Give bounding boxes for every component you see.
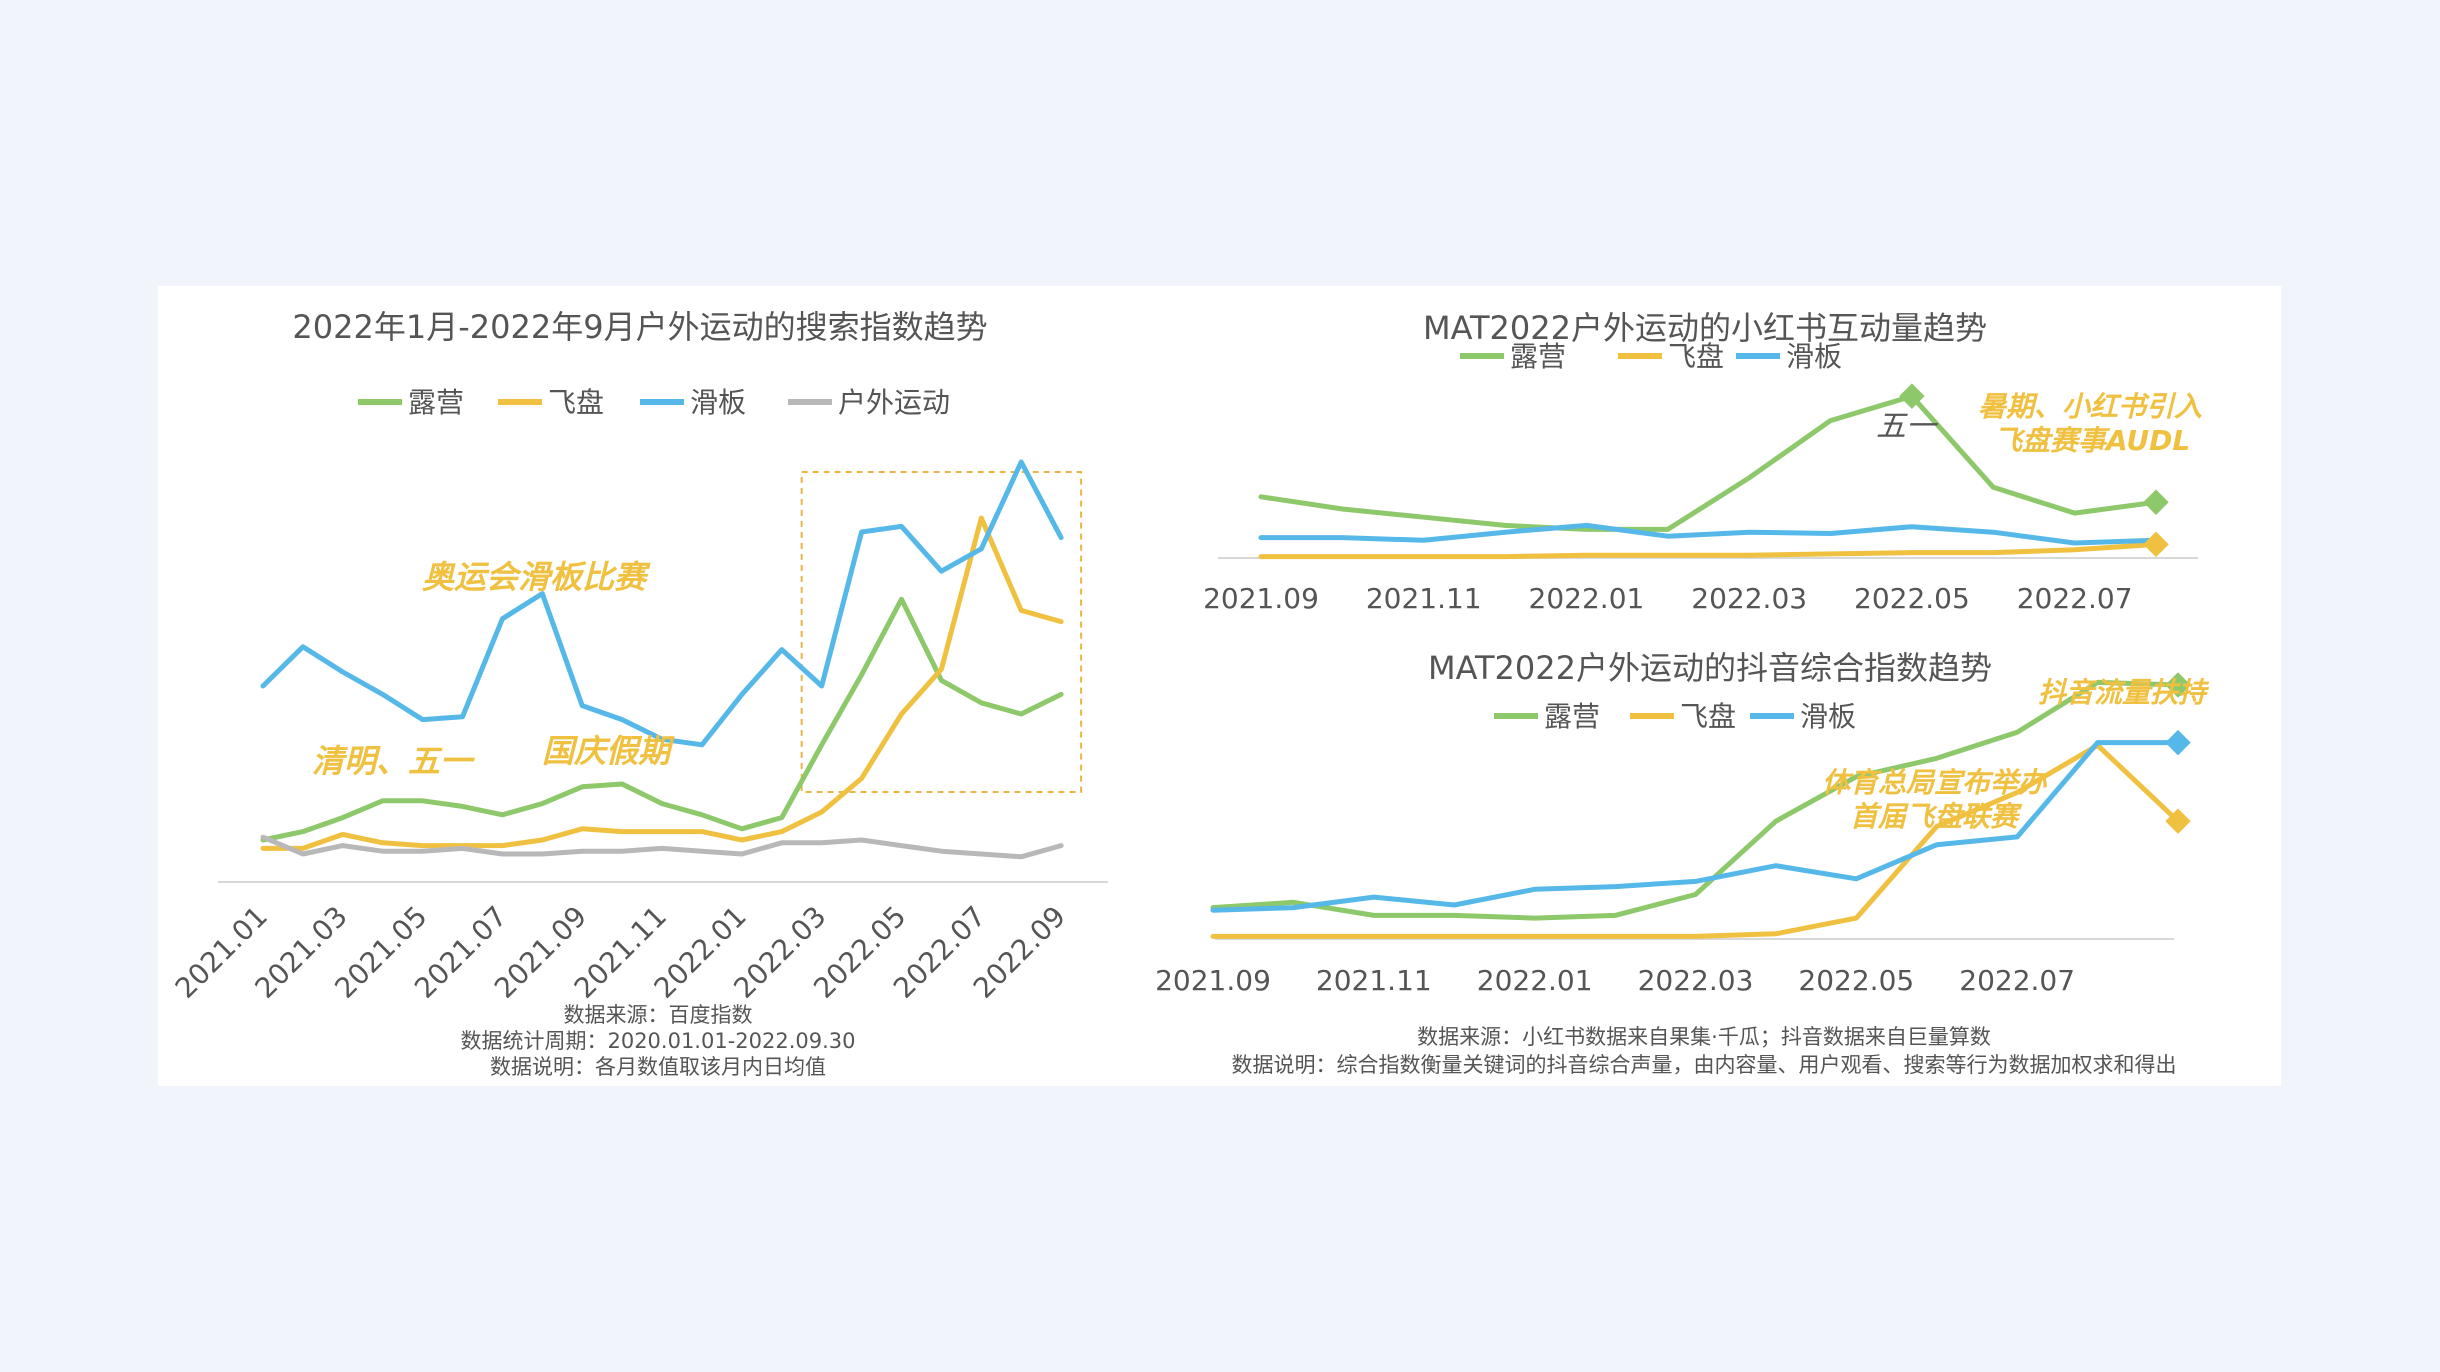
chart2-tick-label: 2022.05 [1854, 582, 1970, 615]
chart1-legend-label-1: 飞盘 [548, 386, 604, 419]
chart3-tick-label: 2022.01 [1477, 964, 1593, 997]
chart1-legend-label-0: 露营 [408, 386, 464, 419]
chart3-legend-label-0: 露营 [1544, 700, 1600, 733]
chart1-title: 2022年1月-2022年9月户外运动的搜索指数趋势 [292, 308, 987, 346]
chart1-footnote-source: 数据来源：百度指数 [564, 1003, 753, 1027]
chart3-legend: 露营 飞盘 滑板 [1494, 700, 1856, 733]
chart2-tick-label: 2022.07 [2017, 582, 2133, 615]
chart3-annotation-douyin: 抖音流量扶持 [2038, 676, 2210, 709]
chart2-end-marker-1 [2143, 531, 2169, 558]
chart2-series-line-2 [1258, 522, 2159, 546]
chart2-annotation-summer-1: 暑期、小红书引入 [1978, 390, 2202, 423]
chart3-title: MAT2022户外运动的抖音综合指数趋势 [1428, 649, 1992, 687]
chart2-annotation-wuyi: 五一 [1876, 409, 1939, 444]
chart1-legend-label-2: 滑板 [690, 386, 746, 419]
chart1-annotation-olympics: 奥运会滑板比赛 [422, 558, 651, 596]
chart1-legend: 露营 飞盘 滑板 户外运动 [358, 386, 950, 419]
chart2-legend-label-1: 飞盘 [1668, 340, 1724, 373]
chart3-tick-label: 2022.07 [1959, 964, 2075, 997]
chart1-legend-label-3: 户外运动 [838, 386, 950, 419]
chart1-annotation-qingming: 清明、五一 [312, 742, 475, 780]
chart2-series-line-0 [1258, 393, 2159, 532]
chart1-series-line-0 [260, 596, 1064, 843]
chart3-footnote-source: 数据来源：小红书数据来自果集·千瓜；抖音数据来自巨量算数 [1417, 1025, 1991, 1049]
chart1-tick-labels: 2021.012021.032021.052021.072021.092021.… [169, 900, 1072, 1005]
chart2-legend: 露营 飞盘 滑板 [1460, 340, 1842, 373]
chart2-tick-label: 2022.03 [1691, 582, 1807, 615]
chart2-legend-label-2: 滑板 [1786, 340, 1842, 373]
chart1-highlight-box [800, 471, 1083, 793]
chart3-tick-label: 2022.03 [1638, 964, 1754, 997]
chart-panel: 2022年1月-2022年9月户外运动的搜索指数趋势 露营 飞盘 滑板 户外运动 20… [158, 286, 2281, 1086]
chart1-series-line-2 [260, 459, 1064, 748]
chart1-series-group [260, 459, 1064, 860]
chart2-end-marker-0 [2143, 489, 2169, 515]
chart2-tick-label: 2022.01 [1529, 582, 1645, 615]
chart2-tick-labels: 2021.09 2021.11 2022.01 2022.03 2022.05 2022.… [1203, 582, 2132, 615]
chart1-series-line-1 [260, 515, 1064, 851]
chart3-legend-label-2: 滑板 [1800, 700, 1856, 733]
chart3-end-marker-2 [2165, 729, 2191, 756]
chart3-tick-labels: 2021.09 2021.11 2022.01 2022.03 2022.05 2022.… [1155, 964, 2075, 997]
chart3-series-line-2 [1210, 740, 2181, 913]
charts-canvas: 2022年1月-2022年9月户外运动的搜索指数趋势 露营 飞盘 滑板 户外运动 20… [169, 308, 2210, 1079]
chart3-annotation-sports-2: 首届飞盘联赛 [1850, 800, 2023, 833]
chart3-annotation-sports-1: 体育总局宣布举办 [1822, 766, 2047, 799]
chart3-tick-label: 2022.05 [1798, 964, 1914, 997]
chart1-footnote-note: 数据说明：各月数值取该月内日均值 [490, 1055, 826, 1079]
chart1-annotation-national-day: 国庆假期 [542, 732, 675, 770]
chart2-tick-label: 2021.11 [1366, 582, 1482, 615]
chart3-tick-label: 2021.09 [1155, 964, 1271, 997]
chart2-series-line-1 [1258, 541, 2159, 560]
chart2-title: MAT2022户外运动的小红书互动量趋势 [1423, 309, 1987, 347]
chart3-footnote-note: 数据说明：综合指数衡量关键词的抖音综合声量，由内容量、用户观看、搜索等行为数据加… [1232, 1053, 2177, 1077]
chart3-legend-label-1: 飞盘 [1680, 700, 1736, 733]
chart3-series-line-1 [1210, 742, 2181, 939]
chart2-annotation-summer-2: 飞盘赛事AUDL [1994, 424, 2190, 457]
chart2-series-group [1258, 383, 2169, 560]
chart1-footnote-period: 数据统计周期：2020.01.01-2022.09.30 [460, 1029, 855, 1053]
chart3-series-line-0 [1210, 679, 2181, 921]
chart3-tick-label: 2021.11 [1316, 964, 1432, 997]
chart2-legend-label-0: 露营 [1510, 340, 1566, 373]
chart2-tick-label: 2021.09 [1203, 582, 1319, 615]
chart1-series-line-3 [260, 834, 1064, 860]
